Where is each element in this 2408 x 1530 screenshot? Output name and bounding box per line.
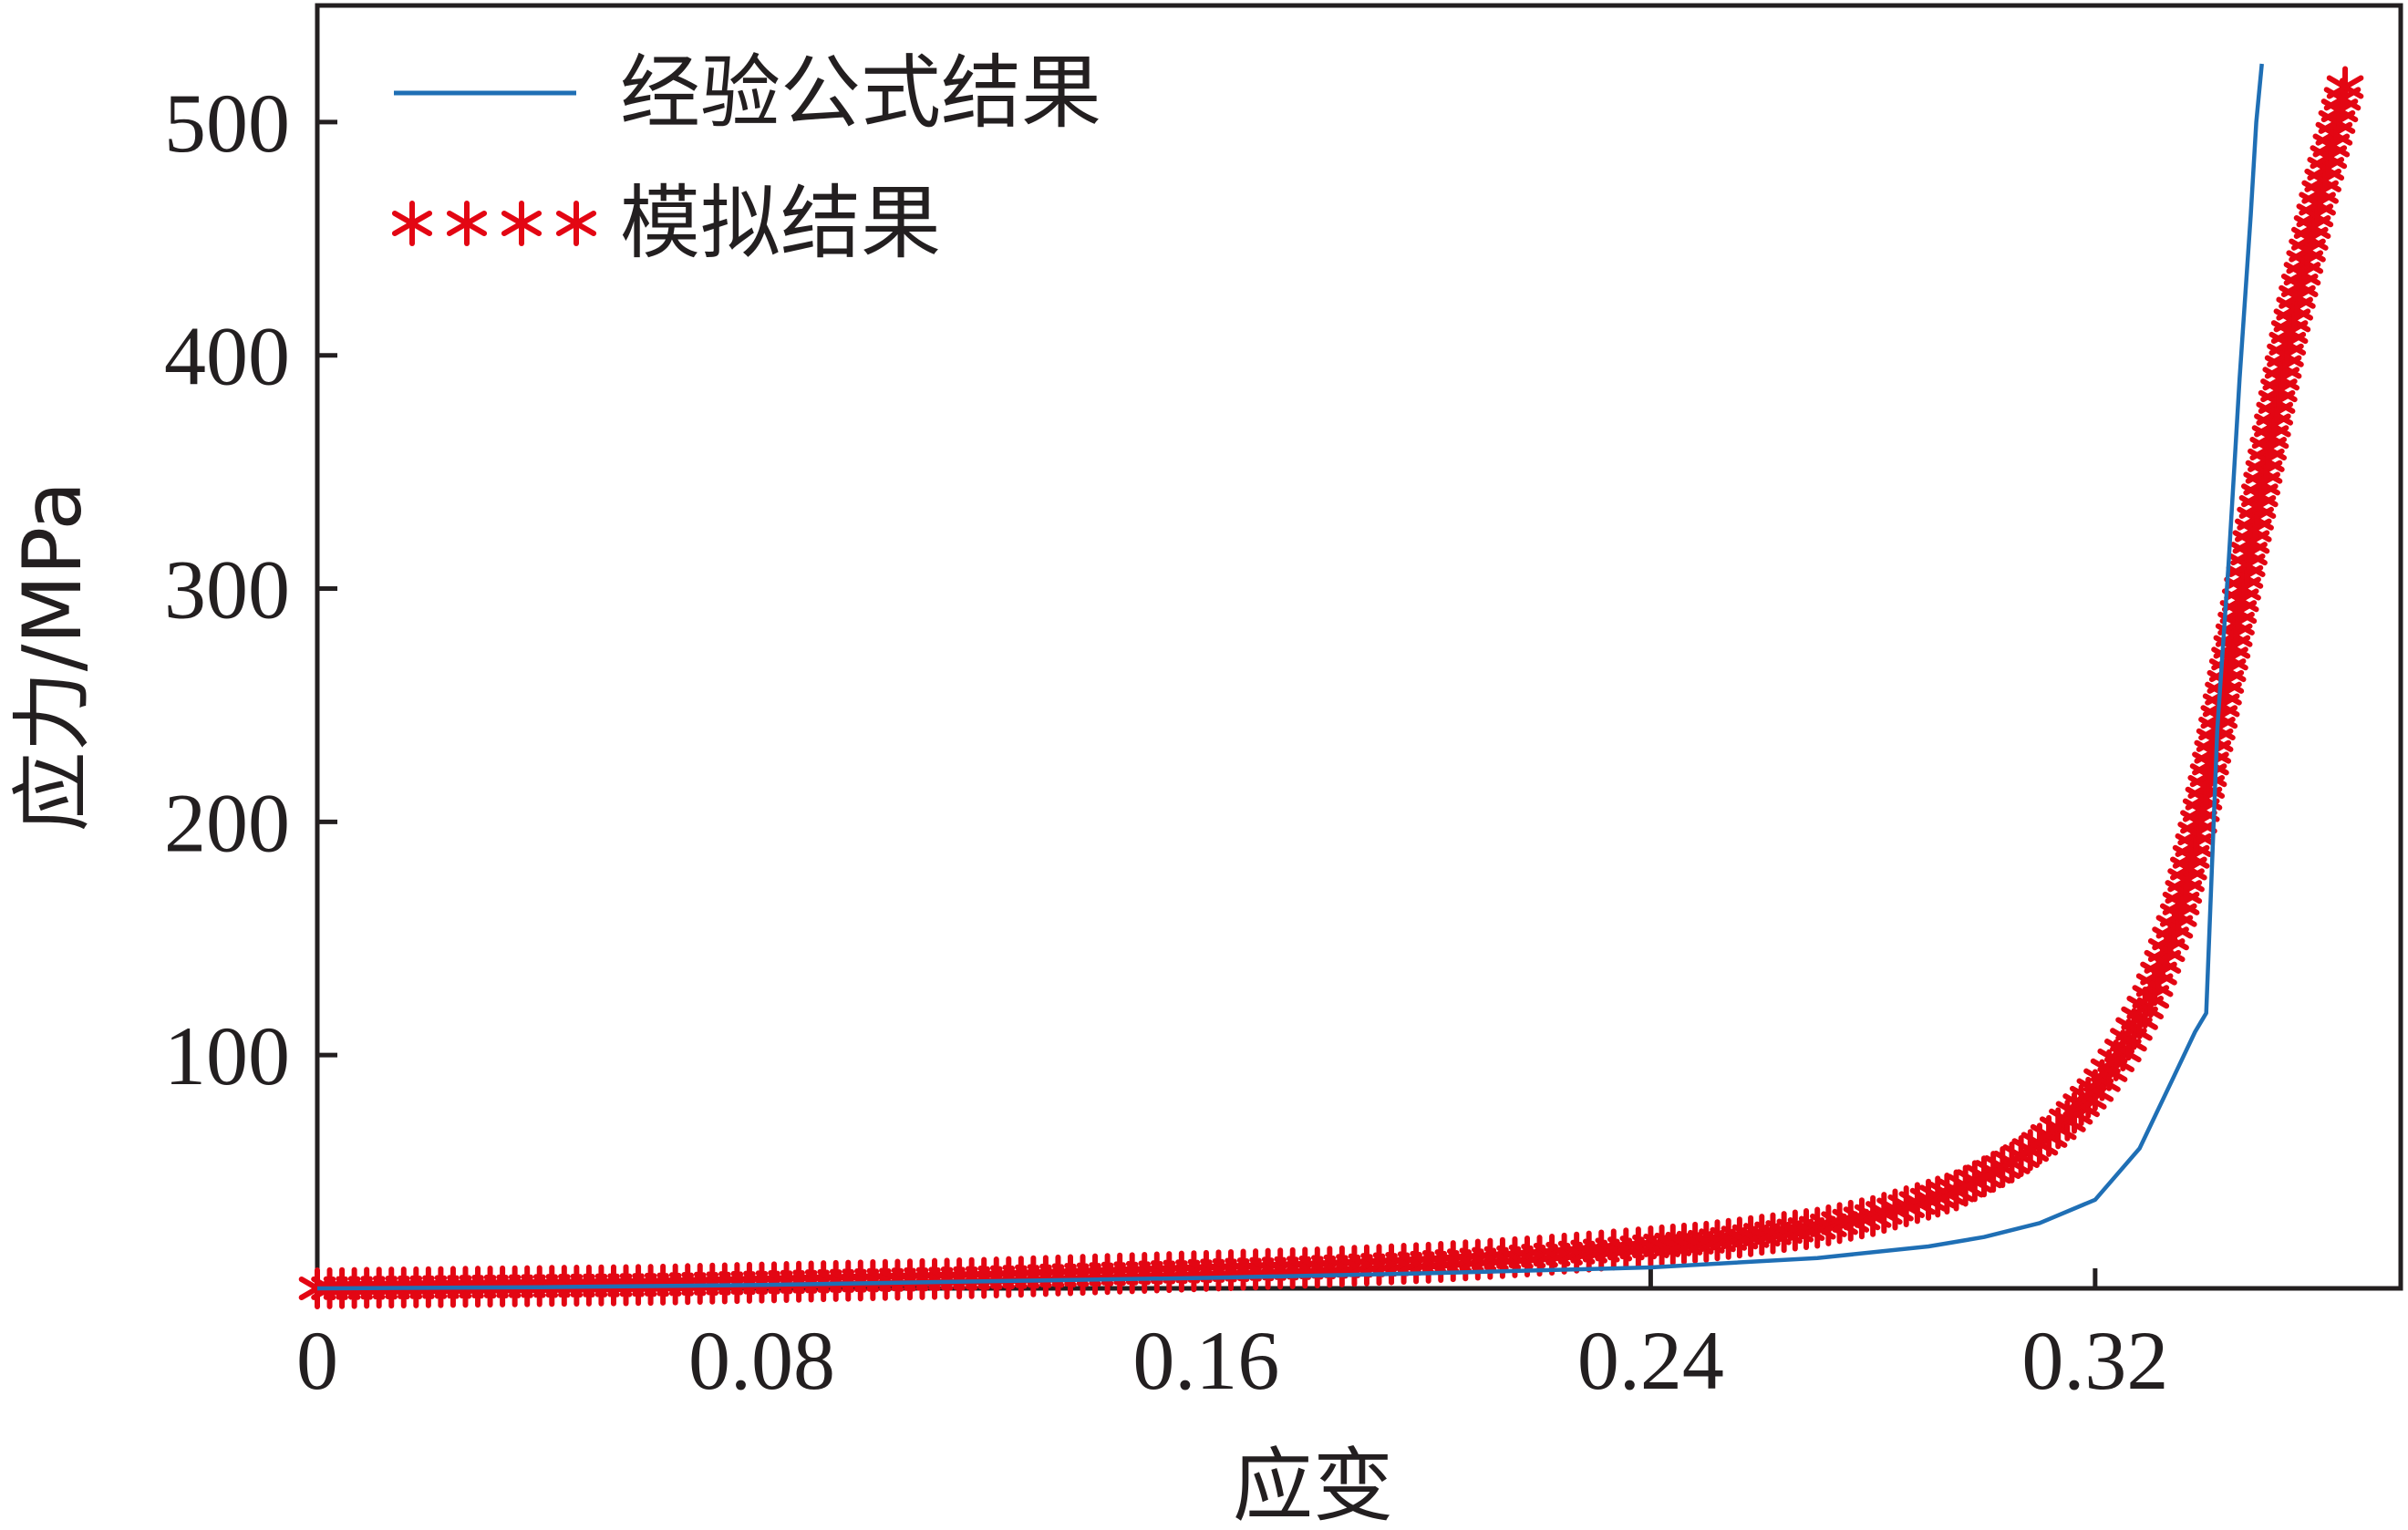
series-simulation	[298, 66, 2364, 1309]
legend: 经验公式结果 模拟结果	[391, 46, 1101, 270]
legend-star-marker	[391, 201, 433, 246]
x-axis-ticks: 0 0.08 0.16 0.24 0.32	[296, 1268, 2168, 1407]
y-tick-label: 500	[164, 77, 290, 170]
y-tick-label: 300	[164, 543, 290, 636]
series-empirical-line	[316, 63, 2264, 1291]
x-tick-label: 0	[296, 1314, 338, 1407]
legend-label-empirical: 经验公式结果	[620, 46, 1101, 140]
series-layer	[298, 63, 2364, 1309]
x-tick-label: 0.24	[1577, 1314, 1724, 1407]
plot-frame	[315, 3, 2403, 1291]
simulation-marker	[2326, 66, 2364, 109]
y-axis-ticks: 100 200 300 400 500	[164, 77, 337, 1102]
y-tick-label: 100	[164, 1009, 290, 1102]
legend-star-marker	[501, 201, 543, 246]
x-tick-label: 0.08	[688, 1314, 835, 1407]
x-tick-label: 0.16	[1132, 1314, 1279, 1407]
x-axis-title: 应变	[1233, 1439, 1393, 1530]
legend-label-simulation: 模拟结果	[620, 176, 941, 270]
legend-swatch-simulation	[391, 201, 597, 246]
y-tick-label: 400	[164, 310, 290, 403]
x-tick-label: 0.32	[2021, 1314, 2168, 1407]
legend-star-marker	[555, 201, 597, 246]
legend-star-marker	[446, 201, 488, 246]
y-tick-label: 200	[164, 776, 290, 869]
y-axis-title: 应力/MPa	[5, 481, 99, 832]
